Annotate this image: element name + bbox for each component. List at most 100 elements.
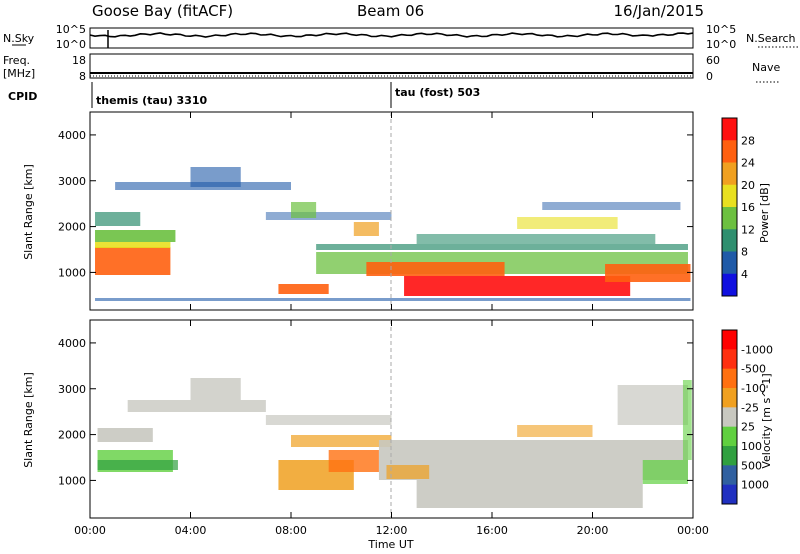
scatter-region — [416, 234, 656, 244]
nsky-trace — [89, 32, 694, 38]
y-tick-label: 2000 — [58, 429, 86, 442]
scatter-region — [517, 217, 618, 229]
colorbar-tick-label: -100 — [741, 382, 766, 395]
power-panel: 1000 2000 3000 4000 Slant Range [km] 4 8 12 16… — [22, 111, 771, 311]
power-colorbar-label: Power [dB] — [758, 183, 771, 243]
nave-tick-bottom: 0 — [706, 70, 713, 83]
scatter-region — [278, 284, 329, 294]
freq-tick-bottom: 8 — [79, 70, 86, 83]
scatter-region — [642, 460, 688, 484]
nave-tick-top: 60 — [706, 54, 720, 67]
scatter-region — [316, 244, 688, 250]
scatter-region — [95, 298, 691, 301]
time-axis-label: Time UT — [367, 538, 413, 551]
y-tick-label: 4000 — [58, 337, 86, 350]
scatter-region — [682, 380, 692, 460]
colorbar-segment — [722, 349, 737, 370]
beam-title: Beam 06 — [357, 2, 424, 20]
scatter-region — [291, 435, 392, 447]
velocity-scatter-regions — [97, 378, 692, 508]
colorbar-segment — [722, 465, 737, 486]
cpid-label: CPID — [8, 90, 37, 103]
x-tick-label: 08:00 — [275, 524, 307, 537]
cpid-row: CPID themis (tau) 3310 tau (fost) 503 — [8, 82, 480, 108]
scatter-region — [517, 425, 593, 437]
scatter-region — [95, 247, 171, 275]
scatter-region — [291, 202, 317, 218]
colorbar-segment — [722, 118, 737, 141]
velocity-colorbar: 1000 500 100 25 -25 -100 -500 -1000 — [721, 329, 773, 505]
colorbar-segment — [722, 273, 737, 297]
colorbar-tick-label: 16 — [741, 201, 755, 214]
scatter-region — [265, 415, 392, 425]
colorbar-segment — [722, 330, 737, 350]
y-tick-label: 3000 — [58, 175, 86, 188]
nave-label: Nave — [752, 61, 780, 74]
y-tick-label: 2000 — [58, 221, 86, 234]
noise-tick-top-left: 10^5 — [56, 23, 86, 36]
y-tick-label: 1000 — [58, 474, 86, 487]
freq-tick-top: 18 — [72, 54, 86, 67]
scatter-region — [190, 167, 241, 187]
power-scatter-regions — [95, 167, 691, 301]
colorbar-segment — [722, 251, 737, 275]
noise-panel: N.Sky 10^5 10^0 10^5 10^0 N.Search — [3, 23, 798, 51]
freq-panel-frame — [89, 53, 694, 79]
scatter-region — [416, 480, 643, 508]
colorbar-segment — [722, 388, 737, 408]
date-title: 16/Jan/2015 — [614, 2, 705, 20]
freq-panel: Freq. [MHz] 18 8 60 0 Nave — [3, 53, 780, 83]
scatter-region — [95, 212, 141, 226]
colorbar-tick-label: 20 — [741, 179, 755, 192]
scatter-region — [127, 400, 266, 412]
colorbar-tick-label: 500 — [741, 459, 762, 472]
colorbar-frame — [721, 117, 738, 297]
cpid-entry-2: tau (fost) 503 — [395, 86, 480, 99]
colorbar-tick-label: 24 — [741, 157, 755, 170]
colorbar-tick-label: 28 — [741, 134, 755, 147]
nsearch-label: N.Search — [746, 32, 796, 45]
colorbar-segment — [722, 446, 737, 466]
scatter-region — [353, 222, 379, 236]
power-colorbar: 4 8 12 16 20 24 28 — [721, 117, 755, 297]
cpid-entry-1: themis (tau) 3310 — [96, 94, 208, 107]
power-y-label: Slant Range [km] — [22, 164, 35, 260]
scatter-region — [366, 262, 505, 276]
noise-panel-frame — [89, 27, 694, 49]
colorbar-segment — [722, 184, 737, 208]
scatter-region — [328, 450, 379, 472]
y-tick-label: 1000 — [58, 266, 86, 279]
x-tick-label: 20:00 — [577, 524, 609, 537]
scatter-region — [542, 202, 681, 210]
y-tick-label: 4000 — [58, 129, 86, 142]
time-axis: 00:00 04:00 08:00 12:00 16:00 20:00 00:00 — [74, 112, 709, 537]
colorbar-segment — [722, 229, 737, 252]
colorbar-segment — [722, 484, 737, 505]
colorbar-tick-label: -25 — [741, 401, 759, 414]
x-tick-label: 12:00 — [376, 524, 408, 537]
x-tick-label: 16:00 — [476, 524, 508, 537]
velocity-y-label: Slant Range [km] — [22, 372, 35, 468]
colorbar-segment — [722, 162, 737, 186]
nsky-label: N.Sky — [3, 32, 35, 45]
scatter-region — [190, 378, 241, 400]
colorbar-segment — [722, 407, 737, 428]
freq-label: Freq. — [3, 54, 30, 67]
colorbar-tick-label: 1000 — [741, 479, 769, 492]
scatter-region — [617, 385, 688, 425]
noise-tick-bottom-left: 10^0 — [56, 38, 86, 51]
noise-tick-bottom-right: 10^0 — [706, 38, 736, 51]
freq-unit-label: [MHz] — [3, 67, 35, 80]
scatter-region — [378, 440, 688, 480]
colorbar-segment — [722, 207, 737, 230]
colorbar-tick-label: -1000 — [741, 343, 773, 356]
scatter-region — [95, 230, 176, 242]
x-tick-label: 00:00 — [677, 524, 709, 537]
scatter-region — [386, 465, 430, 479]
station-title: Goose Bay (fitACF) — [92, 2, 233, 20]
scatter-region — [95, 242, 171, 248]
colorbar-tick-label: 8 — [741, 246, 748, 259]
colorbar-tick-label: 25 — [741, 421, 755, 434]
colorbar-tick-label: 12 — [741, 223, 755, 236]
scatter-region — [605, 264, 691, 282]
